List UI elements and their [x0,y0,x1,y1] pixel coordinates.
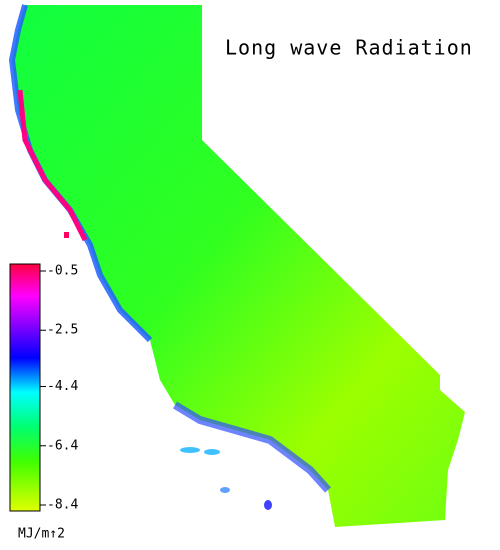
colorbar-tick-label: -4.4 [47,379,78,394]
island [264,500,272,510]
colorbar: MJ/m↑2 -0.5 -2.5 -4.4 -6.4 -8.4 [9,263,78,542]
coast-band-high [17,89,88,242]
colorbar-tick-label: -8.4 [47,498,78,513]
land [12,5,465,527]
island [220,487,230,493]
island [64,232,69,238]
california [8,4,465,527]
map-title: Long wave Radiation [225,36,473,60]
colorbar-ramp [9,263,41,512]
colorbar-unit: MJ/m↑2 [18,527,65,542]
colorbar-tick-label: -2.5 [47,323,78,338]
island [180,447,200,453]
colorbar-tick-label: -6.4 [47,438,78,453]
colorbar-tick-label: -0.5 [47,264,78,279]
island [204,449,220,455]
coast-south [172,401,331,493]
